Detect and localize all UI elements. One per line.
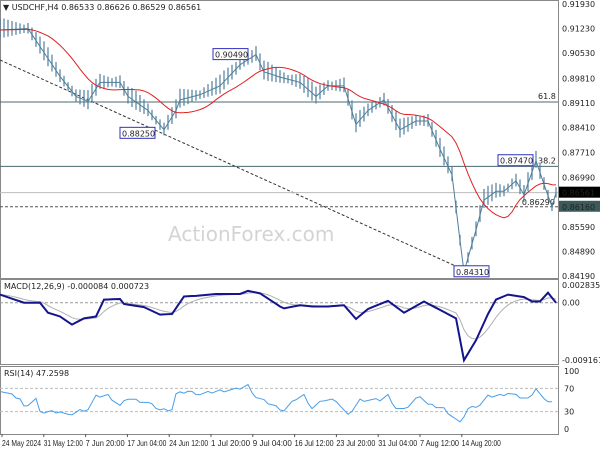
- x-tick-label: 24 Jun 12:00: [169, 439, 208, 448]
- price-label: 0.88250: [122, 129, 155, 138]
- price-label-box: [453, 265, 490, 278]
- price-tick-label: 0.85590: [562, 223, 595, 232]
- dropdown-triangle-icon[interactable]: ▼: [3, 3, 10, 12]
- x-tick-label: 9 Jul 04:00: [253, 439, 293, 448]
- current-price-label: 0.86561: [562, 189, 595, 198]
- macd-panel: [0, 279, 559, 365]
- price-label: 0.90490: [215, 51, 248, 60]
- price-tick-label: 0.84190: [562, 272, 595, 281]
- fib-label: 61.8: [538, 92, 556, 101]
- price-tick-label: 0.88410: [562, 124, 595, 133]
- price-label-box: [119, 126, 156, 139]
- rsi-panel: [0, 366, 559, 435]
- price-label: 0.84310: [456, 268, 489, 277]
- price-tick-label: 0.84890: [562, 247, 595, 256]
- rsi-tick-label: 0: [564, 425, 569, 434]
- x-tick-label: 14 Aug 20:00: [462, 439, 501, 448]
- watermark: ActionForex.com: [168, 222, 335, 246]
- macd-tick-label: -0.009161: [562, 356, 600, 365]
- price-label-box: [497, 154, 534, 167]
- macd-tick-label: 0.002835: [562, 281, 600, 290]
- macd-title: MACD(12,26,9) -0.000084 0.000723: [4, 282, 150, 291]
- x-tick-label: 23 Jul 20:00: [336, 439, 375, 448]
- x-tick-label: 1 Jul 20:00: [211, 439, 251, 448]
- rsi-line: [0, 383, 553, 423]
- rsi-tick-label: 30: [564, 408, 574, 417]
- price-label-box: [212, 48, 249, 61]
- x-tick-label: 31 May 12:00: [44, 439, 83, 448]
- price-tick-label: 0.91930: [562, 0, 595, 9]
- price-tick-label: 0.90530: [562, 49, 595, 58]
- support-tag: [559, 200, 600, 212]
- price-tick-label: 0.89810: [562, 75, 595, 84]
- price-panel: [0, 0, 559, 279]
- price-tick-label: 0.86990: [562, 174, 595, 183]
- fib-label: 38.2: [538, 156, 556, 165]
- price-tick-label: 0.87710: [562, 148, 595, 157]
- rsi-tick-label: 70: [564, 384, 574, 393]
- x-tick-label: 24 May 2024: [2, 439, 41, 448]
- support-label: 0.86160: [562, 203, 595, 212]
- x-tick-label: 17 Jun 04:00: [127, 439, 166, 448]
- x-tick-label: 7 Jun 20:00: [86, 439, 126, 448]
- rsi-tick-label: 100: [564, 367, 579, 376]
- price-tick-label: 0.89110: [562, 99, 595, 108]
- price-tick-label: 0.86290: [522, 198, 555, 207]
- chart-header: ▼ USDCHF,H4 0.86533 0.86626 0.86529 0.86…: [3, 3, 201, 12]
- trend-line: [0, 59, 461, 269]
- macd-line: [0, 289, 557, 364]
- macd-tick-label: 0.00: [562, 299, 580, 308]
- price-tick-label: 0.91230: [562, 25, 595, 34]
- x-tick-label: 16 Jul 12:00: [295, 439, 334, 448]
- price-label: 0.87470: [500, 157, 533, 166]
- macd-signal-line: [0, 292, 557, 340]
- symbol-label: USDCHF,H4: [11, 3, 59, 12]
- current-price-tag: [559, 186, 600, 198]
- x-tick-label: 7 Aug 12:00: [420, 439, 459, 448]
- moving-average-line: [0, 28, 557, 219]
- rsi-title: RSI(14) 47.2598: [4, 369, 70, 378]
- ohlc-values: 0.86533 0.86626 0.86529 0.86561: [61, 3, 202, 12]
- x-tick-label: 31 Jul 04:00: [378, 439, 417, 448]
